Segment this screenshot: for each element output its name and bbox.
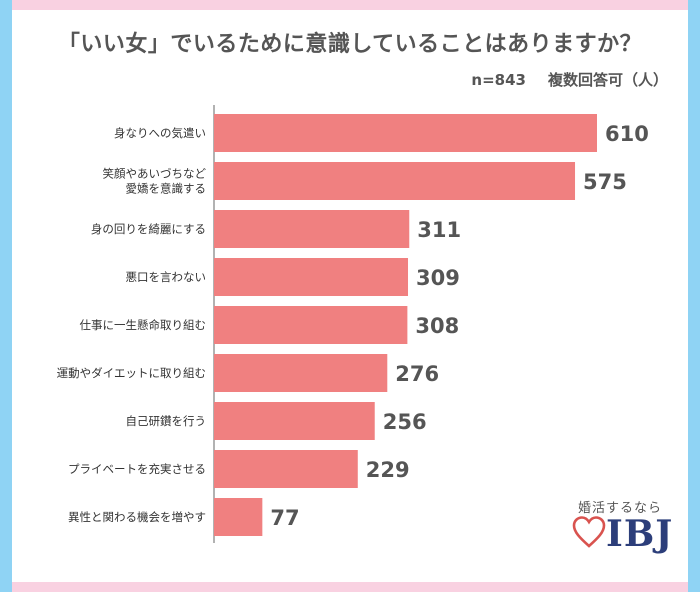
frame-left-border	[0, 0, 12, 592]
value-label-5: 276	[395, 362, 439, 386]
value-label-7: 229	[366, 458, 410, 482]
value-label-8: 77	[270, 506, 299, 530]
bar-0	[214, 114, 597, 152]
logo-tagline: 婚活するなら	[578, 501, 663, 516]
category-label-4: 仕事に一生懸命取り組む	[80, 318, 207, 332]
value-label-3: 309	[416, 266, 460, 290]
bar-8	[214, 498, 263, 536]
chart-title: 「いい女」でいるために意識していることはありますか？	[57, 32, 643, 57]
bar-3	[214, 258, 409, 296]
value-label-1: 575	[583, 170, 627, 194]
bar-1	[214, 162, 576, 200]
bar-6	[214, 402, 375, 440]
category-label-2: 身の回りを綺麗にする	[91, 222, 206, 236]
value-label-4: 308	[415, 314, 459, 338]
category-label-1: 笑顔やあいづちなど愛嬌を意識する	[103, 167, 207, 196]
category-label-6: 自己研鑽を行う	[126, 414, 207, 428]
heart-icon	[572, 516, 606, 548]
category-label-5: 運動やダイエットに取り組む	[57, 366, 206, 380]
category-label-8: 異性と関わる機会を増やす	[68, 510, 206, 524]
frame-right-border	[688, 0, 700, 592]
value-label-2: 311	[417, 218, 461, 242]
bar-2	[214, 210, 410, 248]
chart-subtitle: n=843 複数回答可（人）	[471, 69, 668, 90]
ibj-logo: 婚活するなら IBJ	[566, 497, 686, 577]
category-label-3: 悪口を言わない	[126, 270, 207, 284]
bar-4	[214, 306, 408, 344]
value-label-6: 256	[383, 410, 427, 434]
bar-7	[214, 450, 358, 488]
category-label-0: 身なりへの気遣い	[114, 126, 206, 140]
category-label-7: プライベートを充実させる	[68, 462, 206, 476]
value-label-0: 610	[605, 122, 649, 146]
frame-top-border	[12, 0, 688, 10]
logo-brand: IBJ	[606, 513, 674, 555]
frame-bottom-border	[12, 582, 688, 592]
bar-5	[214, 354, 388, 392]
sample-size: n=843	[471, 71, 526, 89]
answer-note: 複数回答可（人）	[547, 71, 668, 89]
